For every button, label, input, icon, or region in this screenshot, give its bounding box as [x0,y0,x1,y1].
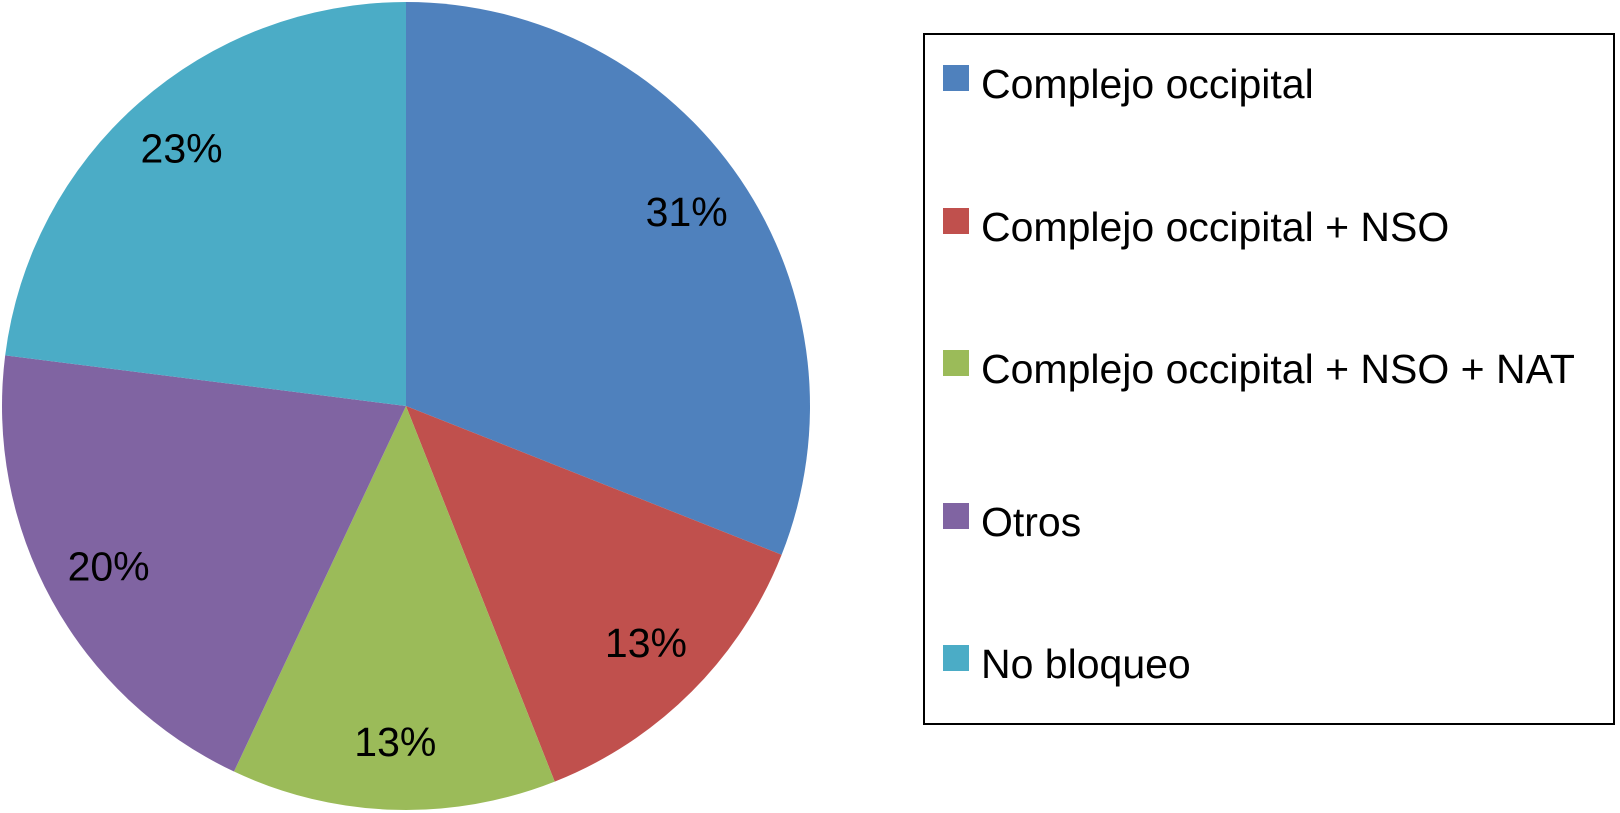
pie-slice [5,2,406,406]
legend: Complejo occipital Complejo occipital + N… [923,33,1615,725]
legend-swatch [943,645,969,671]
legend-label: Complejo occipital [981,61,1314,107]
legend-label: Complejo occipital + NSO [981,204,1450,250]
legend-swatch [943,208,969,234]
pie-slice [406,406,782,782]
pie-slice [233,406,555,810]
legend-item: Complejo occipital + NSO + NAT [943,340,1581,398]
legend-swatch [943,503,969,529]
legend-item: Complejo occipital [943,55,1581,113]
legend-swatch [943,350,969,376]
pie-slice [1,355,406,772]
data-label: 13% [354,719,436,765]
legend-swatch [943,65,969,91]
data-label: 13% [605,620,687,666]
data-label: 20% [68,543,150,589]
legend-item: Complejo occipital + NSO [943,198,1581,256]
legend-label: Complejo occipital + NSO + NAT [981,346,1575,392]
chart: 31% 13% 13% 20% 23% [1,2,810,810]
data-label: 31% [646,189,728,235]
legend-item: Otros [943,493,1581,551]
legend-label: Otros [981,499,1082,545]
pie-slice [406,2,810,555]
legend-item: No bloqueo [943,635,1581,693]
legend-label: No bloqueo [981,641,1191,687]
data-label: 23% [141,125,223,171]
